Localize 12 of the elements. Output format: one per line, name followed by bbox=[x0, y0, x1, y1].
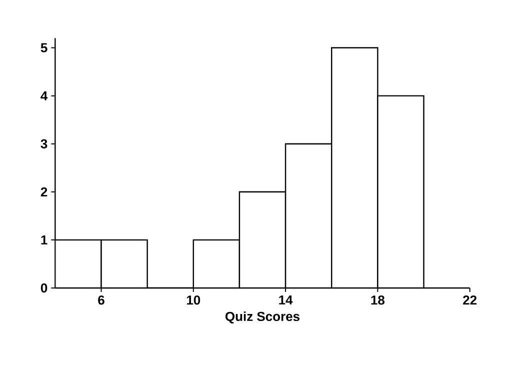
x-tick-label: 10 bbox=[186, 295, 200, 305]
y-tick-label: 4 bbox=[40, 91, 48, 100]
x-tick-label: 14 bbox=[279, 295, 293, 304]
y-tick-label: 3 bbox=[40, 139, 48, 148]
x-tick-label: 18 bbox=[371, 295, 384, 305]
x-tick-label: 6 bbox=[98, 295, 104, 305]
y-tick-label: 5 bbox=[40, 43, 48, 52]
x-axis-title: Quiz Scores bbox=[225, 311, 300, 324]
x-tick-label: 22 bbox=[463, 295, 477, 305]
y-tick-label: 1 bbox=[41, 235, 48, 244]
y-tick-label: 0 bbox=[40, 283, 48, 293]
y-tick-label: 2 bbox=[40, 187, 48, 196]
